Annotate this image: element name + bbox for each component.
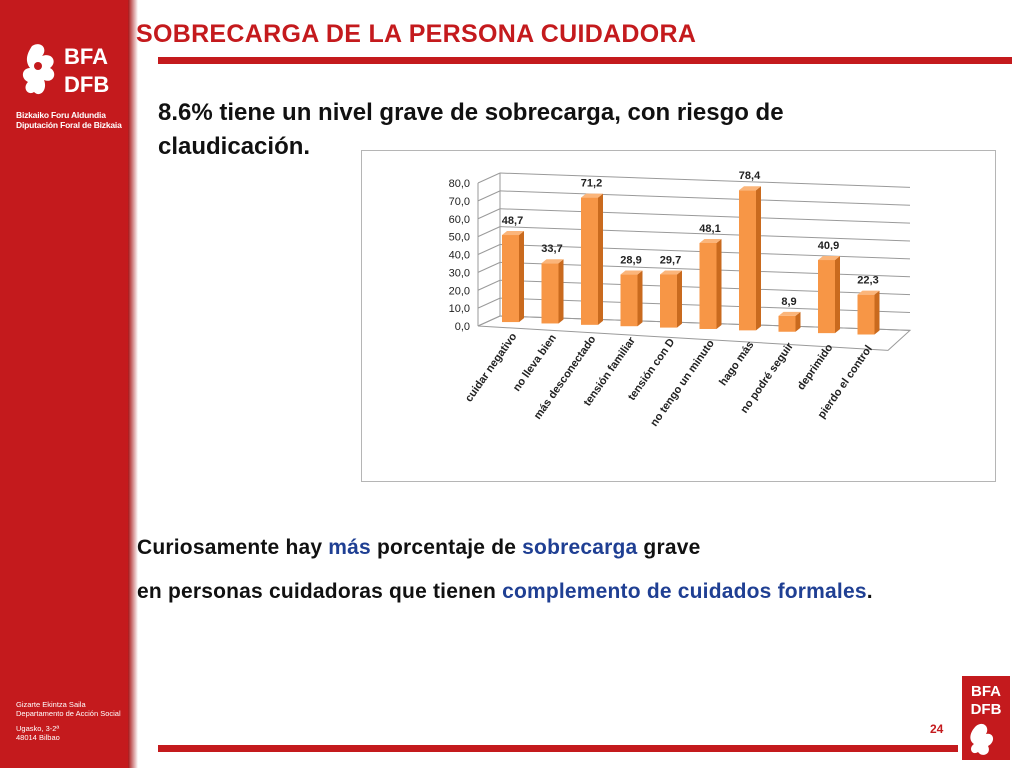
- bar: [778, 315, 796, 332]
- sidebar: [0, 0, 128, 768]
- note-text: en personas cuidadoras que tienen: [137, 580, 503, 603]
- data-label: 48,1: [699, 223, 720, 235]
- data-label: 8,9: [781, 296, 796, 308]
- dept-line-4: 48014 Bilbao: [16, 733, 60, 742]
- bar-top: [502, 231, 524, 236]
- bar-top: [778, 311, 801, 316]
- y-tick-label: 10,0: [449, 303, 470, 315]
- y-tick-label: 60,0: [449, 214, 470, 226]
- brand-line-2: Diputación Foral de Bizkaia: [16, 120, 122, 130]
- chart-floor: [477, 315, 912, 351]
- bar: [660, 274, 677, 328]
- bar: [620, 274, 638, 327]
- bar-side: [756, 186, 761, 331]
- bar-top: [818, 256, 840, 261]
- y-tick-label: 0,0: [455, 321, 470, 333]
- footer-logo: BFA DFB: [962, 676, 1010, 760]
- bar-side: [558, 259, 564, 324]
- bar: [502, 235, 519, 323]
- data-label: 22,3: [857, 275, 878, 287]
- bar: [581, 197, 598, 325]
- gridline-side: [477, 208, 501, 220]
- data-label: 71,2: [581, 178, 602, 190]
- y-tick-label: 80,0: [449, 178, 470, 190]
- note-line-1: Curiosamente hay más porcentaje de sobre…: [137, 536, 700, 560]
- note-text: grave: [637, 536, 701, 559]
- bar-side: [835, 256, 840, 334]
- category-label: cuidar negativo: [463, 331, 520, 405]
- bar-top: [857, 290, 880, 295]
- note-highlight: sobrecarga: [522, 536, 638, 559]
- logo-top-line2: DFB: [64, 72, 109, 97]
- bar: [541, 263, 559, 324]
- bar-top: [699, 239, 722, 244]
- gridline-side: [477, 279, 501, 291]
- dept-line-3: Ugasko, 3-2ª: [16, 724, 60, 733]
- bar: [739, 190, 756, 331]
- data-label: 28,9: [620, 255, 641, 267]
- note-text: Curiosamente hay: [137, 536, 329, 559]
- y-tick-label: 70,0: [449, 196, 470, 208]
- sidebar-shadow: [128, 0, 138, 768]
- bar: [857, 294, 875, 335]
- y-tick-label: 20,0: [449, 285, 470, 297]
- note-highlight: complemento de cuidados formales: [502, 580, 867, 603]
- dept-line-1: Gizarte Ekintza Saila: [16, 700, 86, 709]
- note-highlight: más: [328, 536, 371, 559]
- logo-bottom-line2: DFB: [971, 701, 1002, 718]
- bar-side: [874, 290, 880, 335]
- bar-side: [637, 270, 643, 327]
- brand-line-1: Bizkaiko Foru Aldundia: [16, 110, 106, 120]
- data-label: 48,7: [502, 215, 523, 227]
- gridline: [499, 172, 911, 188]
- data-label: 78,4: [739, 170, 761, 182]
- note-text: .: [866, 580, 873, 603]
- bar-top: [620, 270, 643, 275]
- title-divider: [158, 57, 1012, 64]
- bar-side: [795, 311, 801, 332]
- bar-top: [660, 270, 682, 275]
- note-line-2: en personas cuidadoras que tienen comple…: [137, 580, 873, 604]
- gridline-side: [477, 172, 501, 184]
- dept-line-2: Departamento de Acción Social: [16, 709, 121, 718]
- headline: 8.6% tiene un nivel grave de sobrecarga,…: [158, 99, 784, 160]
- department-info: Gizarte Ekintza Saila Departamento de Ac…: [16, 700, 121, 742]
- gridline: [499, 190, 911, 206]
- page-number: 24: [930, 722, 944, 736]
- bar-top: [739, 186, 761, 191]
- gridline-side: [477, 226, 501, 238]
- bar-side: [519, 231, 524, 323]
- y-tick-label: 40,0: [449, 250, 470, 262]
- bfa-logo-small-icon: BFA DFB: [970, 683, 1002, 755]
- bar: [818, 260, 835, 334]
- bfa-logo-icon: BFA DFB: [22, 44, 109, 97]
- chart-frame: 0,0 10,0 20,0 30,0 40,0 50,0 60,0 70,0 80,0 48,7 c…: [361, 150, 996, 482]
- gridline-side: [477, 297, 501, 309]
- bar-side: [677, 270, 682, 328]
- logo-top-line1: BFA: [64, 44, 108, 69]
- gridline: [499, 226, 911, 242]
- data-label: 29,7: [660, 255, 681, 267]
- y-tick-label: 50,0: [449, 232, 470, 244]
- bar-top: [541, 259, 564, 264]
- category-label: deprimido: [795, 342, 835, 393]
- logo-bottom-line1: BFA: [971, 683, 1001, 700]
- footer-divider: [158, 745, 958, 752]
- brand-name: Bizkaiko Foru Aldundia Diputación Foral …: [16, 110, 122, 130]
- gridline-side: [477, 261, 501, 273]
- y-tick-label: 30,0: [449, 267, 470, 279]
- note-text: porcentaje de: [370, 536, 523, 559]
- page-title: SOBRECARGA DE LA PERSONA CUIDADORA: [136, 20, 697, 48]
- data-label: 40,9: [818, 240, 839, 252]
- bar-side: [598, 193, 603, 325]
- gridline-side: [477, 190, 501, 202]
- bar-side: [716, 239, 722, 329]
- data-label: 33,7: [541, 243, 562, 255]
- bar-chart: 0,0 10,0 20,0 30,0 40,0 50,0 60,0 70,0 80,0 48,7 c…: [449, 170, 912, 429]
- gridline-side: [477, 244, 501, 255]
- bar-top: [581, 193, 603, 198]
- category-label: hago más: [717, 339, 756, 388]
- bar: [699, 243, 717, 329]
- gridline: [499, 208, 911, 224]
